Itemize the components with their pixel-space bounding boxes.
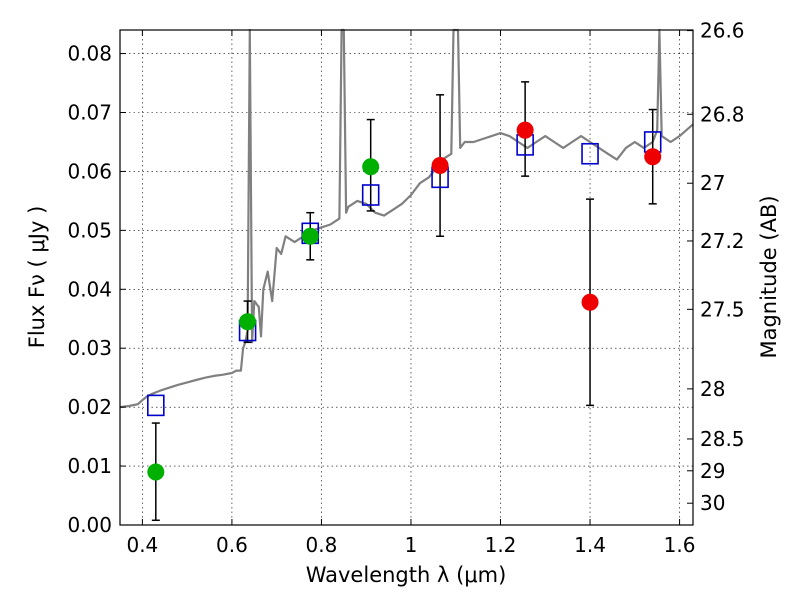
y2-tick-label: 28 (700, 377, 725, 401)
y-tick-label: 0.05 (67, 218, 112, 242)
y2-tick-label: 27.2 (700, 229, 745, 253)
y2-tick-label: 29 (700, 459, 725, 483)
x-tick-label: 1.2 (485, 533, 517, 557)
y2-tick-label: 26.8 (700, 102, 745, 126)
y-tick-label: 0.03 (67, 336, 112, 360)
error-bars (151, 81, 657, 522)
model-spectrum-line (119, 28, 694, 409)
y-tick-label: 0.01 (67, 454, 112, 478)
x-tick-label: 0.6 (216, 533, 248, 557)
y-tick-label: 0.06 (67, 159, 112, 183)
y-tick-label: 0.00 (67, 513, 112, 537)
y-axis-label: Flux Fν ( μJy ) (25, 206, 49, 349)
y-tick-label: 0.02 (67, 395, 112, 419)
x-tick-label: 1.4 (574, 533, 606, 557)
photometry-point (239, 313, 257, 331)
y2-tick-label: 27.5 (700, 297, 745, 321)
model-points (147, 131, 662, 417)
model-flux-square (581, 142, 599, 165)
plot-frame (119, 29, 694, 526)
photometry-point (644, 148, 662, 166)
photometry-point (431, 157, 449, 175)
y2-axis-label: Magnitude (AB) (757, 195, 781, 358)
grid (120, 30, 693, 526)
photometry-point (362, 158, 380, 176)
detection-points (147, 121, 662, 481)
y2-tick-label: 28.5 (700, 427, 745, 451)
photometry-point (301, 227, 319, 245)
y-tick-label: 0.07 (67, 101, 112, 125)
x-tick-label: 1 (405, 533, 418, 557)
photometry-point (581, 293, 599, 311)
photometry-point (516, 121, 534, 139)
y2-tick-label: 30 (700, 491, 725, 515)
y2-tick-label: 27 (700, 171, 725, 195)
x-tick-label: 0.8 (306, 533, 338, 557)
x-tick-label: 1.6 (664, 533, 696, 557)
y-tick-label: 0.08 (67, 42, 112, 66)
model-flux-square (147, 394, 165, 417)
y-tick-label: 0.04 (67, 277, 112, 301)
ticks: 0.4 0.6 0.8 1 1.2 1.4 1.6 0.00 0.01 0.02 0.03 0.04 0… (67, 19, 744, 557)
model-flux-square (361, 184, 380, 206)
photometry-point (147, 463, 165, 481)
spectrum-layer (119, 28, 694, 409)
x-tick-label: 0.4 (126, 533, 158, 557)
y2-tick-label: 26.6 (700, 19, 745, 43)
x-axis-label: Wavelength λ (μm) (306, 563, 507, 587)
